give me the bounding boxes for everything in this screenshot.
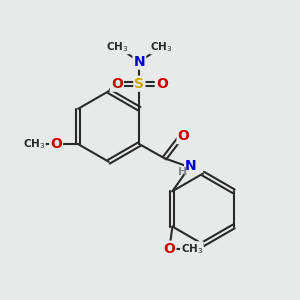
Text: O: O xyxy=(111,77,123,91)
Text: CH$_3$: CH$_3$ xyxy=(23,137,45,151)
Text: CH$_3$: CH$_3$ xyxy=(106,40,128,54)
Text: O: O xyxy=(178,129,190,143)
Text: N: N xyxy=(185,159,197,172)
Text: N: N xyxy=(134,55,145,69)
Text: H: H xyxy=(178,167,188,177)
Text: O: O xyxy=(164,242,175,256)
Text: S: S xyxy=(134,77,144,91)
Text: CH$_3$: CH$_3$ xyxy=(181,242,203,256)
Text: O: O xyxy=(50,137,62,151)
Text: O: O xyxy=(156,77,168,91)
Text: CH$_3$: CH$_3$ xyxy=(150,40,173,54)
